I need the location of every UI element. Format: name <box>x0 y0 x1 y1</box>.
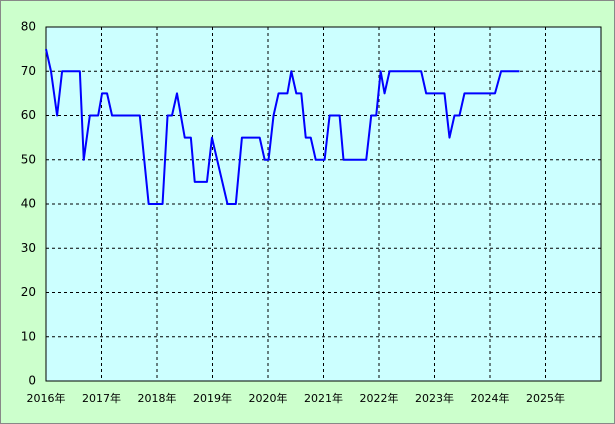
x-tick-label: 2020年 <box>249 391 288 405</box>
x-tick-label: 2016年 <box>27 391 66 405</box>
y-tick-label: 10 <box>21 329 36 343</box>
y-tick-label: 50 <box>21 152 36 166</box>
x-tick-label: 2023年 <box>415 391 454 405</box>
y-tick-label: 70 <box>21 64 36 78</box>
y-tick-label: 30 <box>21 241 36 255</box>
y-tick-label: 80 <box>21 20 36 34</box>
x-tick-label: 2025年 <box>526 391 565 405</box>
x-tick-label: 2018年 <box>138 391 177 405</box>
y-tick-label: 60 <box>21 108 36 122</box>
x-tick-label: 2024年 <box>471 391 510 405</box>
data-line <box>45 48 520 205</box>
x-tick-label: 2017年 <box>82 391 121 405</box>
x-tick-label: 2022年 <box>360 391 399 405</box>
y-tick-label: 0 <box>28 374 36 388</box>
x-tick-label: 2019年 <box>193 391 232 405</box>
y-tick-label: 40 <box>21 197 36 211</box>
y-tick-label: 20 <box>21 285 36 299</box>
x-tick-label: 2021年 <box>304 391 343 405</box>
